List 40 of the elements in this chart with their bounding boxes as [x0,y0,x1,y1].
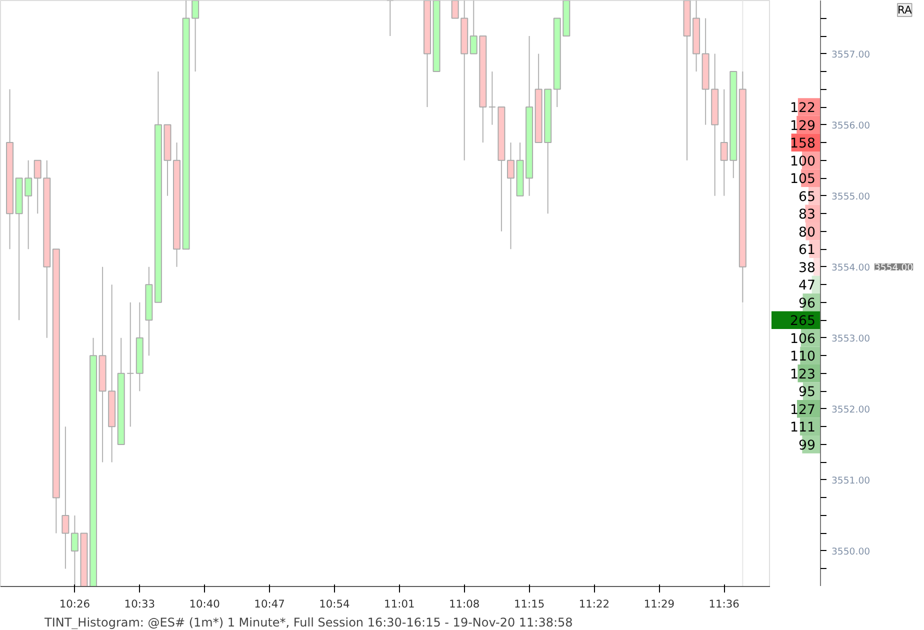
y-tick-label: 3554.00 [832,262,870,274]
data-label: 105 [790,172,816,188]
x-tick-label: 11:01 [384,598,415,610]
data-label: 122 [790,101,816,116]
x-tick-label: 10:54 [319,598,350,610]
data-label: 100 [790,154,816,170]
x-tick-label: 11:22 [578,598,610,610]
data-label: 96 [798,296,816,312]
x-tick-label: 10:47 [254,598,285,610]
x-tick-label: 11:36 [708,598,740,610]
data-label: 80 [798,225,816,240]
y-tick-label: 3555.00 [832,191,870,202]
data-label: 129 [790,118,816,134]
data-label: 95 [798,385,816,400]
x-tick-label: 11:15 [514,598,545,610]
y-tick-label: 3552.00 [832,404,870,416]
data-label: 111 [790,420,816,436]
x-tick-label: 10:40 [189,598,220,610]
text: 3554.00 [874,262,914,274]
data-label: 38 [798,260,816,276]
data-label: 99 [798,438,816,454]
data-label: 61 [798,243,816,258]
y-tick-label: 3556.00 [832,120,870,132]
data-label: 106 [790,332,816,347]
y-tick-label: 3550.00 [832,546,870,558]
x-tick-label: 10:33 [124,598,156,610]
x-tick-label: 11:29 [644,598,675,610]
data-label: 110 [790,350,816,365]
y-tick-label: 3551.00 [832,475,870,486]
data-label: 265 [790,314,816,330]
data-label: 158 [790,136,816,152]
data-label: 65 [798,190,816,205]
y-tick-label: 3553.00 [832,333,870,344]
data-label: 47 [798,278,816,294]
y-tick-label: 3557.00 [832,49,870,60]
x-tick-label: 10:26 [59,598,90,610]
text: TINT_Histogram: @ES# (1m*) 1 Minute*, Full Session 16:30-16:15 - 19-Nov-20 11:38:58 [44,616,573,630]
x-tick-label: 11:08 [449,598,480,610]
data-label: 83 [798,208,816,223]
text: RA [898,4,912,16]
